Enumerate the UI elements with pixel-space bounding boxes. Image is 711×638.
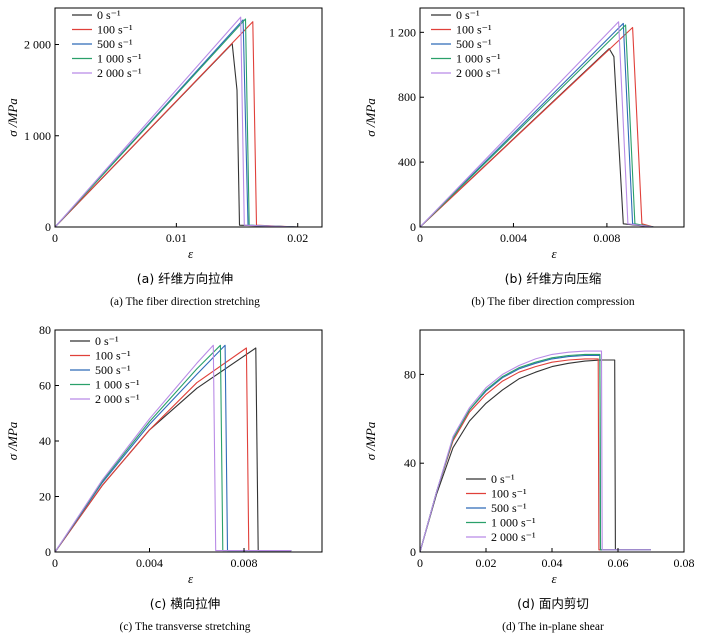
x-tick-label: 0 — [417, 556, 423, 570]
y-tick-label: 20 — [39, 490, 51, 504]
series-line-4 — [54, 16, 298, 228]
y-tick-label: 0 — [410, 545, 416, 559]
y-tick-label: 40 — [404, 456, 416, 470]
series-line-4 — [419, 350, 651, 553]
series-line-1 — [419, 358, 651, 553]
series-line-1 — [54, 21, 298, 228]
legend-label-2: 500 s⁻¹ — [491, 501, 527, 515]
x-tick-label: 0 — [417, 231, 423, 245]
legend-label-1: 100 s⁻¹ — [491, 487, 527, 501]
series-line-3 — [54, 18, 298, 228]
legend-label-1: 100 s⁻¹ — [97, 23, 133, 37]
legend-label-4: 2 000 s⁻¹ — [97, 66, 142, 80]
legend-label-1: 100 s⁻¹ — [456, 23, 492, 37]
series-line-2 — [54, 19, 298, 228]
legend-label-4: 2 000 s⁻¹ — [95, 392, 140, 406]
y-tick-label: 400 — [398, 155, 416, 169]
legend-label-3: 1 000 s⁻¹ — [95, 378, 140, 392]
y-tick-label: 1 200 — [389, 25, 416, 39]
series-line-3 — [419, 353, 651, 553]
x-tick-label: 0.004 — [136, 556, 163, 570]
x-tick-label: 0 — [52, 556, 58, 570]
legend-label-0: 0 s⁻¹ — [97, 8, 121, 22]
caption-cn: (b) 纤维方向压缩 — [505, 271, 602, 286]
x-tick-label: 0.04 — [542, 556, 563, 570]
x-axis-label: ε — [551, 246, 557, 261]
plot-frame — [419, 7, 685, 228]
x-tick-label: 0.02 — [287, 231, 308, 245]
caption-en: (c) The transverse stretching — [119, 621, 250, 633]
x-tick-label: 0.06 — [608, 556, 629, 570]
series-line-0 — [419, 359, 651, 553]
legend-label-4: 2 000 s⁻¹ — [456, 66, 501, 80]
legend-label-3: 1 000 s⁻¹ — [491, 516, 536, 530]
series-line-4 — [54, 344, 292, 553]
series-line-4 — [419, 21, 654, 228]
x-tick-label: 0.008 — [231, 556, 258, 570]
plot-frame — [419, 329, 685, 553]
y-axis-label: σ /MPa — [5, 421, 20, 460]
y-axis-label: σ /MPa — [5, 98, 20, 137]
legend-label-0: 0 s⁻¹ — [95, 334, 119, 348]
caption-en: (a) The fiber direction stretching — [110, 296, 260, 308]
x-tick-label: 0.004 — [500, 231, 527, 245]
legend-label-2: 500 s⁻¹ — [97, 37, 133, 51]
y-tick-label: 80 — [404, 367, 416, 381]
y-tick-label: 800 — [398, 90, 416, 104]
legend-label-0: 0 s⁻¹ — [491, 472, 515, 486]
caption-en: (d) The in-plane shear — [502, 621, 604, 633]
caption-en: (b) The fiber direction compression — [471, 296, 635, 308]
y-tick-label: 0 — [45, 220, 51, 234]
y-axis-label: σ /MPa — [363, 421, 378, 460]
x-axis-label: ε — [188, 246, 194, 261]
legend-label-3: 1 000 s⁻¹ — [97, 52, 142, 66]
y-tick-label: 1 000 — [24, 129, 51, 143]
series-line-0 — [54, 347, 292, 553]
x-tick-label: 0 — [52, 231, 58, 245]
legend-label-2: 500 s⁻¹ — [95, 363, 131, 377]
y-axis-label: σ /MPa — [363, 98, 378, 137]
x-axis-label: ε — [551, 571, 557, 586]
series-line-0 — [54, 43, 298, 228]
legend-label-0: 0 s⁻¹ — [456, 8, 480, 22]
y-tick-label: 80 — [39, 323, 51, 337]
x-tick-label: 0.008 — [593, 231, 620, 245]
caption-cn: (c) 横向拉伸 — [150, 596, 221, 611]
x-tick-label: 0.01 — [166, 231, 187, 245]
series-line-1 — [419, 26, 654, 228]
legend-label-2: 500 s⁻¹ — [456, 37, 492, 51]
x-tick-label: 0.02 — [476, 556, 497, 570]
y-tick-label: 0 — [410, 220, 416, 234]
y-tick-label: 60 — [39, 379, 51, 393]
x-axis-label: ε — [188, 571, 194, 586]
y-tick-label: 2 000 — [24, 38, 51, 52]
x-tick-label: 0.08 — [674, 556, 695, 570]
y-tick-label: 40 — [39, 434, 51, 448]
y-tick-label: 0 — [45, 545, 51, 559]
plot-frame — [54, 7, 323, 228]
legend-label-1: 100 s⁻¹ — [95, 349, 131, 363]
caption-cn: (d) 面内剪切 — [517, 596, 589, 611]
legend-label-4: 2 000 s⁻¹ — [491, 530, 536, 544]
legend-label-3: 1 000 s⁻¹ — [456, 52, 501, 66]
caption-cn: (a) 纤维方向拉伸 — [137, 271, 233, 286]
